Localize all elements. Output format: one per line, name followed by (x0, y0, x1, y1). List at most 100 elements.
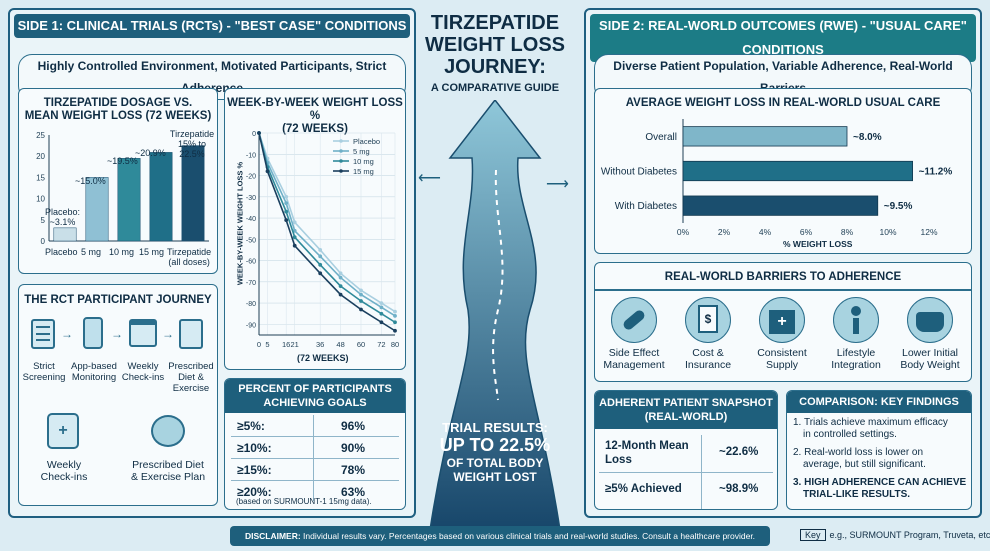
weekly-point (292, 220, 297, 225)
weekly-point (284, 194, 289, 199)
dosage-annotation-all: Tirzepatide 15% to 22.5% (169, 129, 215, 159)
rw-value-label: ~8.0% (853, 132, 882, 143)
rw-category-label: Overall (645, 132, 677, 143)
weekly-point (318, 254, 323, 259)
weekly-point (359, 299, 363, 303)
side1-header: SIDE 1: CLINICAL TRIALS (RCTs) - "BEST C… (14, 14, 410, 38)
snapshot-row-mean-loss: 12-Month Mean Loss ~22.6% (599, 437, 773, 473)
weekly-series-line (258, 132, 396, 313)
barrier-body-weight: Lower Initial Body Weight (900, 347, 960, 371)
dosage-bar (85, 177, 109, 242)
weekly-ylabel: WEEK-BY-WEEK WEIGHT LOSS % (235, 161, 245, 286)
weekly-chart-title: WEEK-BY-WEEK WEIGHT LOSS % (72 WEEKS) (227, 97, 403, 135)
trial-results: TRIAL RESULTS: UP TO 22.5% OF TOTAL BODY… (439, 420, 551, 484)
dosage-y-tick: 10 (36, 195, 45, 204)
rw-x-tick: 12% (920, 227, 937, 237)
barriers-card: REAL-WORLD BARRIERS TO ADHERENCE $ + Sid… (594, 262, 972, 382)
weekly-point (359, 292, 363, 297)
journey-title: THE RCT PARTICIPANT JOURNEY (24, 294, 212, 306)
rw-xlabel: % WEIGHT LOSS (783, 239, 853, 249)
diet-plan-clipboard-icon (179, 319, 203, 349)
journey-step-screening: Strict Screening (22, 361, 66, 383)
rw-category-label: With Diabetes (615, 201, 677, 212)
dosage-chart-card: TIRZEPATIDE DOSAGE VS. MEAN WEIGHT LOSS … (18, 88, 218, 274)
dosage-annotation-placebo: Placebo: ~3.1% (45, 207, 81, 227)
legend-marker (339, 169, 343, 173)
weekly-point (292, 228, 297, 233)
weekly-x-tick: 21 (291, 340, 299, 349)
dosage-y-tick: 20 (36, 152, 45, 161)
dosage-chart-title: TIRZEPATIDE DOSAGE VS. MEAN WEIGHT LOSS … (24, 97, 212, 122)
barriers-divider (595, 289, 971, 291)
dosage-bar (181, 145, 205, 242)
dosage-y-tick: 5 (41, 216, 46, 225)
dosage-xlabel-placebo: Placebo (45, 247, 78, 257)
legend-label: Placebo (353, 137, 380, 146)
rw-bar (682, 126, 848, 147)
dosage-y-tick: 15 (36, 173, 45, 182)
weekly-point (338, 275, 343, 280)
weekly-y-tick: 0 (252, 131, 256, 138)
goals-card: PERCENT OF PARTICIPANTS ACHIEVING GOALS … (224, 378, 406, 510)
dosage-xlabel-5mg: 5 mg (81, 247, 102, 257)
legend-label: 5 mg (353, 147, 370, 156)
footer-disclaimer: DISCLAIMER: Individual results vary. Per… (230, 526, 770, 546)
goals-footnote: (based on SURMOUNT-1 15mg data). (236, 497, 372, 506)
weekly-series-line (258, 132, 396, 317)
arrow-right-icon: → (162, 327, 174, 341)
findings-title: COMPARISON: KEY FINDINGS (787, 391, 971, 413)
legend-marker (339, 159, 343, 163)
weekly-x-tick: 5 (265, 340, 269, 349)
finding-item: 1. Trials achieve maximum efficacy in co… (793, 417, 948, 440)
weekly-x-tick: 36 (316, 340, 324, 349)
weekly-x-tick: 0 (257, 340, 261, 349)
barrier-supply: Consistent Supply (757, 347, 807, 371)
clipboard-checklist-icon (31, 319, 55, 349)
findings-card: COMPARISON: KEY FINDINGS 1. Trials achie… (786, 390, 972, 510)
weekly-y-tick: -50 (246, 237, 256, 244)
rw-x-tick: 8% (841, 227, 854, 237)
pill-icon (611, 297, 657, 343)
weekly-point (338, 292, 343, 297)
smartphone-monitor-icon (83, 317, 103, 349)
dosage-xlabel-all: Tirzepatide (all doses) (167, 247, 212, 267)
weekly-point (359, 307, 363, 312)
weekly-chart-card: WEEK-BY-WEEK WEIGHT LOSS % (72 WEEKS) 0 -… (224, 88, 406, 370)
rw-horizontal-bar-chart: 0% 2% 4% 6% 8% 10% 12% Overall ~8.0% Without Dia… (601, 119, 952, 237)
apple-icon (151, 415, 185, 447)
weekly-x-tick: 72 (377, 340, 385, 349)
dosage-y-tick: 0 (41, 237, 46, 246)
weekly-x-tick: 48 (336, 340, 344, 349)
medical-tablet-icon: + (47, 413, 79, 449)
dosage-bar (149, 152, 173, 242)
rw-x-tick: 6% (800, 227, 813, 237)
goal-row: ≥5%: 96% (231, 415, 399, 437)
rct-journey-card: THE RCT PARTICIPANT JOURNEY → → → Strict… (18, 284, 218, 506)
snapshot-divider (701, 435, 702, 509)
journey-weekly-checkins: Weekly Check-ins (40, 459, 88, 483)
dosage-bar (117, 158, 141, 242)
weekly-point (284, 201, 289, 206)
arrow-right-icon: → (61, 327, 73, 341)
rw-value-label: ~9.5% (884, 201, 913, 212)
weekly-y-tick: -40 (246, 216, 256, 223)
journey-step-monitoring: App-based Monitoring (71, 361, 117, 383)
weekly-point (257, 131, 261, 135)
weekly-point (265, 169, 270, 174)
weekly-y-tick: -80 (246, 301, 256, 308)
weekly-x-tick: 60 (357, 340, 365, 349)
goal-row: ≥20%: 63% (237, 485, 366, 499)
goal-row: ≥10%: 90% (231, 437, 399, 459)
journey-step-diet: Prescribed Diet & Exercise (168, 361, 214, 394)
rw-chart-title: AVERAGE WEIGHT LOSS IN REAL-WORLD USUAL … (625, 97, 941, 109)
finding-item: 3. HIGH ADHERENCE CAN ACHIEVE TRIAL-LIKE… (793, 477, 967, 500)
weekly-x-tick: 80 (391, 340, 399, 349)
weekly-y-tick: -60 (246, 259, 256, 266)
barrier-side-effects: Side Effect Management (603, 347, 665, 371)
weekly-point (284, 218, 289, 223)
weekly-point (338, 271, 343, 276)
weekly-point (379, 311, 384, 316)
scale-icon (907, 297, 953, 343)
legend-marker (339, 149, 343, 153)
